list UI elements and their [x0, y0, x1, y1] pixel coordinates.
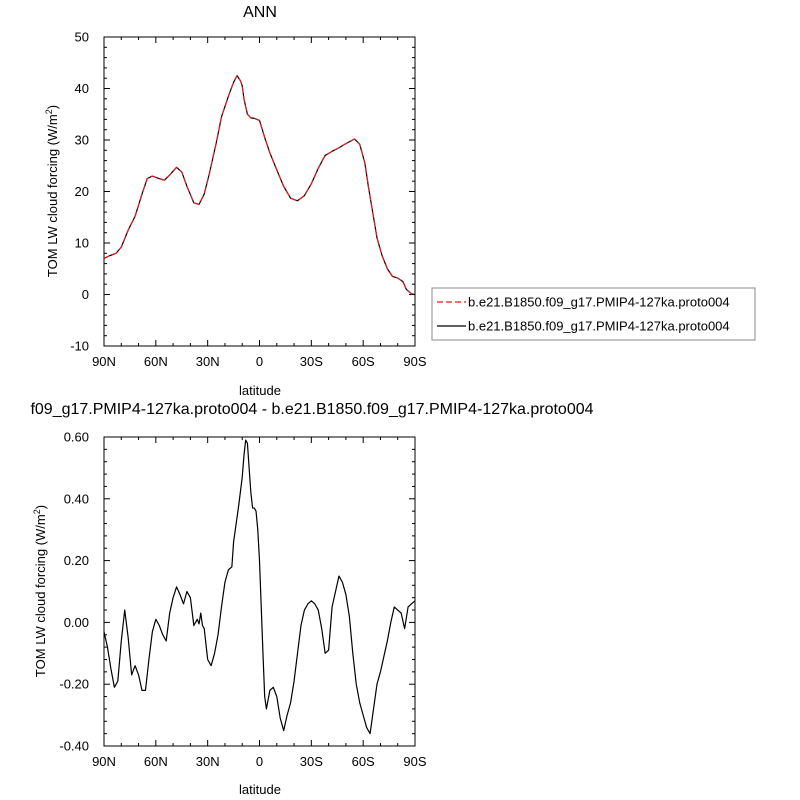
- top-chart-ylabel: TOM LW cloud forcing (W/m2): [44, 105, 60, 277]
- bottom-chart-ytick-label: 0.20: [64, 553, 89, 568]
- bottom-chart-ticks: 90N 60N 30N 0 30S 60S 90S 0.60 0.40 0.20 0.00 -0.20…: [59, 430, 427, 770]
- top-chart-series-2-line: [103, 75, 416, 296]
- bottom-chart-ytick-label: 0.60: [64, 430, 89, 445]
- legend-box: [431, 287, 756, 341]
- bottom-chart-lines: [103, 439, 416, 735]
- bottom-chart-ylabel-close: ): [33, 505, 48, 509]
- bottom-chart-ytick-label: -0.20: [59, 677, 89, 692]
- bottom-chart-xlabel: latitude: [239, 782, 281, 797]
- top-chart-ytick-label: 50: [75, 30, 89, 45]
- bottom-chart-series-1-line: [103, 439, 416, 735]
- top-chart-ylabel-close: ): [45, 105, 60, 109]
- top-chart-title: ANN: [243, 4, 277, 21]
- bottom-chart-ylabel-sup: 2: [32, 509, 42, 514]
- legend-entry-1: b.e21.B1850.f09_g17.PMIP4-127ka.proto004: [468, 295, 730, 310]
- top-chart-xtick-label: 90S: [403, 354, 426, 369]
- top-chart-ylabel-main: TOM LW cloud forcing (W/m: [45, 114, 60, 277]
- top-chart-ytick-label: -10: [70, 339, 89, 354]
- bottom-chart-title: f09_g17.PMIP4-127ka.proto004 - b.e21.B18…: [30, 401, 593, 418]
- legend: b.e21.B1850.f09_g17.PMIP4-127ka.proto004…: [431, 287, 756, 341]
- top-chart-series-1-line: [103, 75, 416, 296]
- bottom-chart-xtick-label: 0: [256, 754, 263, 769]
- top-chart-xtick-label: 30N: [196, 354, 220, 369]
- top-chart-xtick-label: 0: [256, 354, 263, 369]
- top-chart-ylabel-sup: 2: [44, 109, 54, 114]
- top-chart-xtick-label: 60N: [144, 354, 168, 369]
- bottom-chart-xtick-label: 30S: [300, 754, 323, 769]
- bottom-chart-xtick-label: 90N: [92, 754, 116, 769]
- top-chart-ytick-label: 40: [75, 81, 89, 96]
- bottom-chart-frame: [103, 436, 416, 747]
- top-chart-ytick-label: 30: [75, 133, 89, 148]
- top-chart-xtick-label: 30S: [300, 354, 323, 369]
- bottom-chart-xtick-label: 90S: [403, 754, 426, 769]
- top-chart-frame: [103, 36, 416, 347]
- bottom-chart-ytick-label: -0.40: [59, 739, 89, 754]
- top-chart-xtick-label: 60S: [352, 354, 375, 369]
- top-chart-ytick-label: 0: [82, 287, 89, 302]
- legend-entry-2: b.e21.B1850.f09_g17.PMIP4-127ka.proto004: [468, 319, 730, 334]
- bottom-chart-xtick-label: 30N: [196, 754, 220, 769]
- bottom-chart-ylabel-main: TOM LW cloud forcing (W/m: [33, 514, 48, 677]
- top-chart-ytick-label: 20: [75, 184, 89, 199]
- top-chart-ytick-label: 10: [75, 236, 89, 251]
- bottom-chart-xtick-label: 60S: [352, 754, 375, 769]
- top-chart-ticks: 90N 60N 30N 0 30S 60S 90S 50 40 30 20 10 0 -10: [70, 30, 427, 370]
- bottom-chart-ytick-label: 0.00: [64, 615, 89, 630]
- top-chart-xtick-label: 90N: [92, 354, 116, 369]
- top-chart-lines: [103, 75, 416, 296]
- bottom-chart-xtick-label: 60N: [144, 754, 168, 769]
- top-chart-xlabel: latitude: [239, 383, 281, 398]
- bottom-chart-ylabel: TOM LW cloud forcing (W/m2): [32, 505, 48, 677]
- bottom-chart-ytick-label: 0.40: [64, 491, 89, 506]
